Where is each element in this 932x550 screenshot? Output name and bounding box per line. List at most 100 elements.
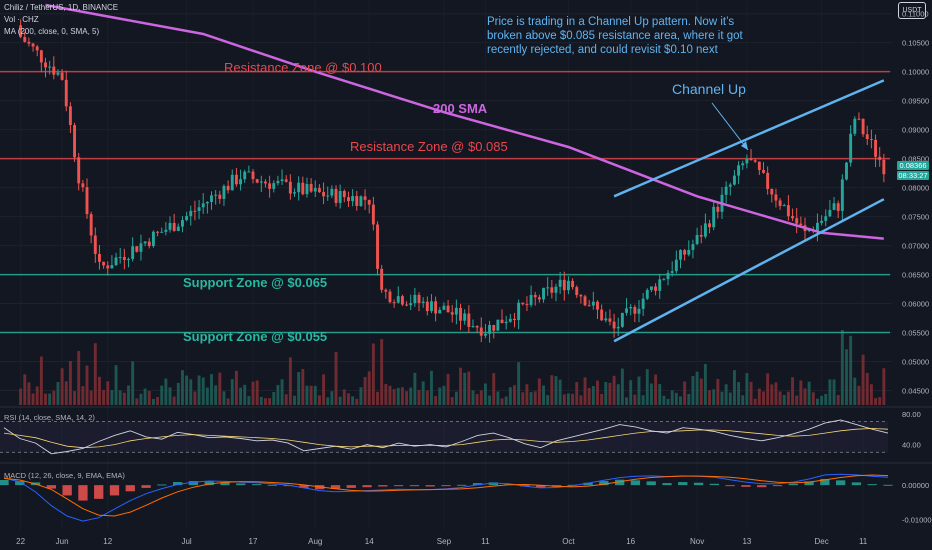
- macd-histogram-bar: [867, 484, 877, 486]
- volume-bar: [732, 370, 736, 405]
- volume-bar: [728, 392, 732, 405]
- candle-body: [334, 188, 338, 203]
- macd-histogram-bar: [15, 481, 25, 486]
- volume-bar: [575, 382, 579, 405]
- analysis-note: Price is trading in a Channel Up pattern…: [487, 16, 743, 56]
- macd-histogram-bar: [251, 484, 262, 486]
- candle-body: [73, 125, 77, 158]
- candle-body: [268, 183, 272, 189]
- currency-button[interactable]: USDT: [898, 2, 926, 19]
- candle-body: [259, 181, 263, 183]
- candle-body: [143, 241, 147, 244]
- candle-body: [255, 179, 259, 183]
- volume-bar: [230, 379, 234, 405]
- volume-bar: [849, 335, 853, 405]
- volume-bar: [749, 381, 753, 405]
- volume-bar: [234, 370, 238, 405]
- volume-bar: [44, 393, 47, 405]
- volume-bar: [670, 390, 674, 405]
- volume-bar: [786, 391, 790, 405]
- volume-bar: [23, 374, 27, 405]
- candle-body: [770, 188, 774, 195]
- candle-body: [284, 179, 288, 182]
- candle-body: [367, 199, 371, 205]
- volume-bar: [334, 352, 338, 405]
- candle-body: [60, 72, 64, 80]
- volume-bar: [795, 395, 799, 405]
- candle-body: [371, 204, 375, 225]
- price-candles[interactable]: [19, 19, 886, 343]
- volume-bar: [143, 388, 147, 405]
- macd-histogram-bar: [709, 483, 720, 486]
- candle-body: [782, 205, 786, 207]
- volume-bar: [766, 373, 770, 405]
- candle-body: [405, 304, 409, 306]
- candle-body: [521, 302, 525, 305]
- volume-bar: [633, 394, 637, 405]
- volume-bar: [666, 398, 670, 405]
- candle-body: [616, 326, 620, 329]
- candle-body: [89, 214, 93, 236]
- volume-bar: [421, 381, 425, 405]
- candle-body: [442, 305, 446, 310]
- date-tick-label: Jun: [56, 537, 69, 546]
- candle-body: [791, 216, 794, 219]
- price-tick-label: 0.10500: [902, 39, 929, 48]
- volume-bar: [135, 398, 139, 405]
- volume-bar: [181, 370, 184, 405]
- volume-bar: [687, 393, 691, 405]
- rsi-tick-label: 40.00: [902, 441, 921, 450]
- candle-body: [139, 243, 143, 252]
- candle-body: [276, 180, 280, 184]
- candle-body: [214, 194, 218, 196]
- candle-body: [857, 118, 861, 120]
- price-tick-label: 0.07000: [902, 242, 929, 251]
- candle-body: [596, 301, 599, 310]
- axes: 0.11000 0.10500 0.10000 0.09500 0.09000 0.085…: [16, 10, 931, 546]
- volume-bar: [35, 386, 39, 405]
- candle-body: [446, 305, 450, 313]
- candle-body: [600, 309, 604, 321]
- candle-body: [421, 301, 425, 303]
- volume-bar: [791, 377, 794, 405]
- volume-bar: [878, 397, 882, 405]
- macd-histogram-bar: [172, 482, 183, 486]
- volume-bar: [654, 374, 658, 405]
- volume-bar: [293, 395, 296, 405]
- volume-bar: [604, 382, 608, 405]
- volume-bars: [19, 330, 886, 405]
- candle-body: [500, 319, 504, 324]
- volume-bar: [363, 377, 367, 405]
- macd-histogram-bar: [457, 484, 467, 486]
- price-tick-label: 0.11000: [902, 10, 929, 19]
- volume-bar: [60, 368, 64, 405]
- volume-bar: [629, 380, 633, 405]
- candle-body: [305, 183, 309, 195]
- candle-body: [376, 224, 379, 269]
- macd-tick-label: -0.01000: [902, 515, 932, 524]
- candle-body: [114, 257, 118, 266]
- volume-bar: [815, 398, 819, 405]
- price-tick-label: 0.09000: [902, 126, 929, 135]
- rsi-panel[interactable]: RSI (14, close, SMA, 14, 2): [0, 413, 889, 455]
- candle-body: [127, 259, 130, 261]
- candle-body: [102, 261, 106, 266]
- volume-bar: [450, 397, 454, 405]
- candle-body: [160, 231, 164, 233]
- volume-bar: [571, 393, 575, 405]
- candle-body: [757, 161, 761, 171]
- candle-body: [604, 318, 608, 321]
- volume-bar: [583, 377, 587, 405]
- volume-bar: [185, 375, 189, 405]
- macd-histogram-bar: [488, 482, 499, 486]
- volume-bar: [218, 372, 222, 405]
- price-tick-label: 0.08000: [902, 184, 929, 193]
- candle-body: [297, 182, 301, 193]
- volume-bar: [81, 386, 85, 405]
- candle-body: [359, 196, 363, 206]
- macd-panel[interactable]: MACD (12, 26, close, 9, EMA, EMA): [0, 471, 893, 522]
- volume-bar: [93, 343, 97, 405]
- macd-histogram-bar: [62, 485, 72, 496]
- support-065-label: Support Zone @ $0.065: [183, 275, 328, 290]
